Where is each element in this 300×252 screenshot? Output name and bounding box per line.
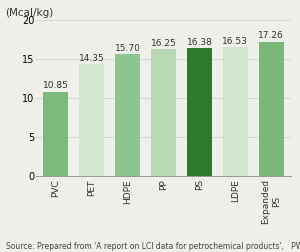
Bar bbox=[259, 42, 284, 176]
Text: 16.38: 16.38 bbox=[187, 38, 212, 47]
Bar bbox=[115, 54, 140, 176]
Text: Source: Prepared from 'A report on LCI data for petrochemical products',   PWMI: Source: Prepared from 'A report on LCI d… bbox=[6, 242, 300, 251]
Text: (Mcal/kg): (Mcal/kg) bbox=[5, 8, 54, 18]
Text: 15.70: 15.70 bbox=[115, 44, 140, 53]
Text: 16.25: 16.25 bbox=[151, 39, 176, 48]
Bar bbox=[151, 49, 176, 176]
Text: 14.35: 14.35 bbox=[79, 54, 104, 63]
Bar bbox=[43, 92, 68, 176]
Bar bbox=[223, 47, 248, 176]
Bar bbox=[187, 48, 212, 176]
Text: 10.85: 10.85 bbox=[43, 81, 69, 90]
Text: 17.26: 17.26 bbox=[258, 32, 284, 40]
Text: 16.53: 16.53 bbox=[222, 37, 248, 46]
Bar bbox=[79, 64, 104, 176]
